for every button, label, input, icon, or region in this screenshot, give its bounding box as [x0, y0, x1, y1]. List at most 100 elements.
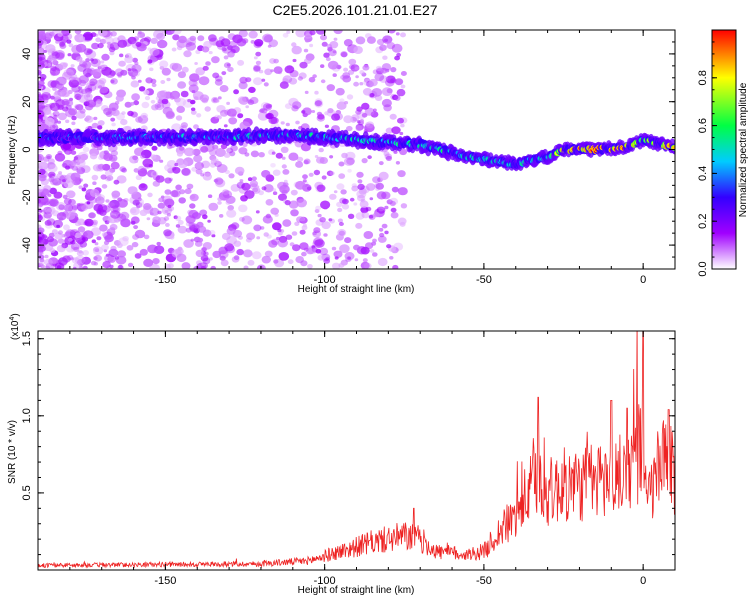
noise-blob [96, 208, 104, 215]
noise-blob [383, 151, 390, 157]
noise-blob [238, 204, 248, 213]
noise-blob [303, 158, 311, 165]
noise-blob [278, 193, 287, 201]
noise-blob [315, 248, 322, 254]
noise-blob [326, 84, 335, 92]
noise-blob [117, 199, 128, 208]
noise-blob [184, 188, 192, 195]
noise-blob [160, 195, 165, 199]
noise-blob [101, 244, 109, 251]
noise-blob [137, 30, 142, 35]
noise-blob [316, 111, 323, 117]
noise-blob [150, 154, 157, 160]
noise-blob [307, 264, 313, 269]
noise-blob [111, 190, 121, 198]
noise-blob [390, 207, 397, 213]
colorbar-tick-label: 0.2 [697, 214, 709, 229]
noise-blob [376, 206, 386, 214]
noise-blob [149, 47, 160, 57]
noise-blob [394, 55, 400, 61]
noise-blob [227, 66, 234, 73]
noise-blob [142, 158, 154, 168]
noise-blob [320, 79, 326, 84]
noise-blob [255, 51, 262, 57]
noise-blob [110, 161, 120, 170]
noise-blob [75, 173, 81, 178]
noise-blob [198, 76, 210, 86]
noise-blob [258, 152, 265, 158]
noise-blob [372, 176, 381, 184]
noise-blob [55, 52, 65, 60]
noise-blob [162, 199, 169, 205]
noise-blob [183, 50, 192, 58]
noise-blob [156, 32, 166, 41]
noise-blob [65, 211, 76, 220]
noise-blob [376, 38, 385, 46]
noise-blob [302, 107, 312, 116]
noise-blob [78, 185, 83, 189]
noise-blob [253, 224, 262, 232]
noise-blob [151, 145, 158, 151]
noise-blob [78, 86, 83, 90]
noise-blob [266, 112, 274, 120]
noise-blob [224, 169, 230, 175]
noise-blob [63, 179, 74, 189]
noise-blob [85, 58, 90, 63]
noise-blob [164, 164, 173, 172]
noise-blob [272, 191, 278, 195]
noise-blob [156, 241, 161, 246]
noise-blob [338, 161, 345, 167]
noise-blob [343, 115, 353, 124]
noise-blob [226, 101, 231, 105]
noise-blob [103, 249, 108, 253]
noise-blob [263, 82, 269, 87]
y-tick-label: -40 [21, 237, 33, 253]
noise-blob [297, 76, 303, 81]
noise-blob [290, 209, 299, 217]
noise-blob [244, 190, 255, 199]
noise-blob [75, 43, 87, 53]
noise-blob [174, 215, 182, 221]
noise-blob [87, 83, 97, 92]
noise-blob [63, 224, 70, 231]
noise-blob [133, 100, 140, 106]
noise-blob [126, 245, 134, 251]
noise-blob [181, 262, 191, 269]
noise-blob [130, 80, 140, 88]
noise-blob [38, 66, 42, 73]
noise-blob [341, 203, 350, 210]
noise-blob [159, 60, 169, 68]
noise-blob [41, 188, 50, 196]
noise-blob [62, 30, 68, 34]
noise-blob [136, 205, 141, 209]
noise-blob [363, 231, 374, 239]
noise-blob [67, 53, 72, 57]
noise-blob [367, 155, 372, 160]
noise-blob [365, 121, 375, 129]
noise-blob [294, 221, 300, 226]
noise-blob [193, 213, 201, 219]
noise-blob [71, 115, 77, 121]
noise-blob [258, 69, 264, 74]
noise-blob [386, 244, 392, 249]
noise-blob [193, 154, 203, 163]
noise-blob [117, 74, 122, 78]
noise-blob [83, 200, 94, 210]
noise-blob [71, 165, 78, 171]
noise-blob [373, 108, 377, 112]
noise-blob [353, 244, 360, 251]
noise-blob [70, 242, 80, 250]
noise-blob [52, 86, 57, 91]
noise-blob [400, 203, 408, 209]
noise-blob [140, 183, 146, 188]
noise-blob [326, 170, 334, 177]
noise-blob [390, 212, 399, 219]
noise-blob [78, 250, 83, 254]
noise-blob [225, 195, 236, 204]
noise-blob [382, 55, 388, 60]
noise-blob [234, 166, 245, 175]
noise-blob [323, 52, 330, 58]
noise-blob [91, 122, 99, 129]
noise-blob [70, 160, 77, 165]
noise-blob [66, 190, 76, 199]
